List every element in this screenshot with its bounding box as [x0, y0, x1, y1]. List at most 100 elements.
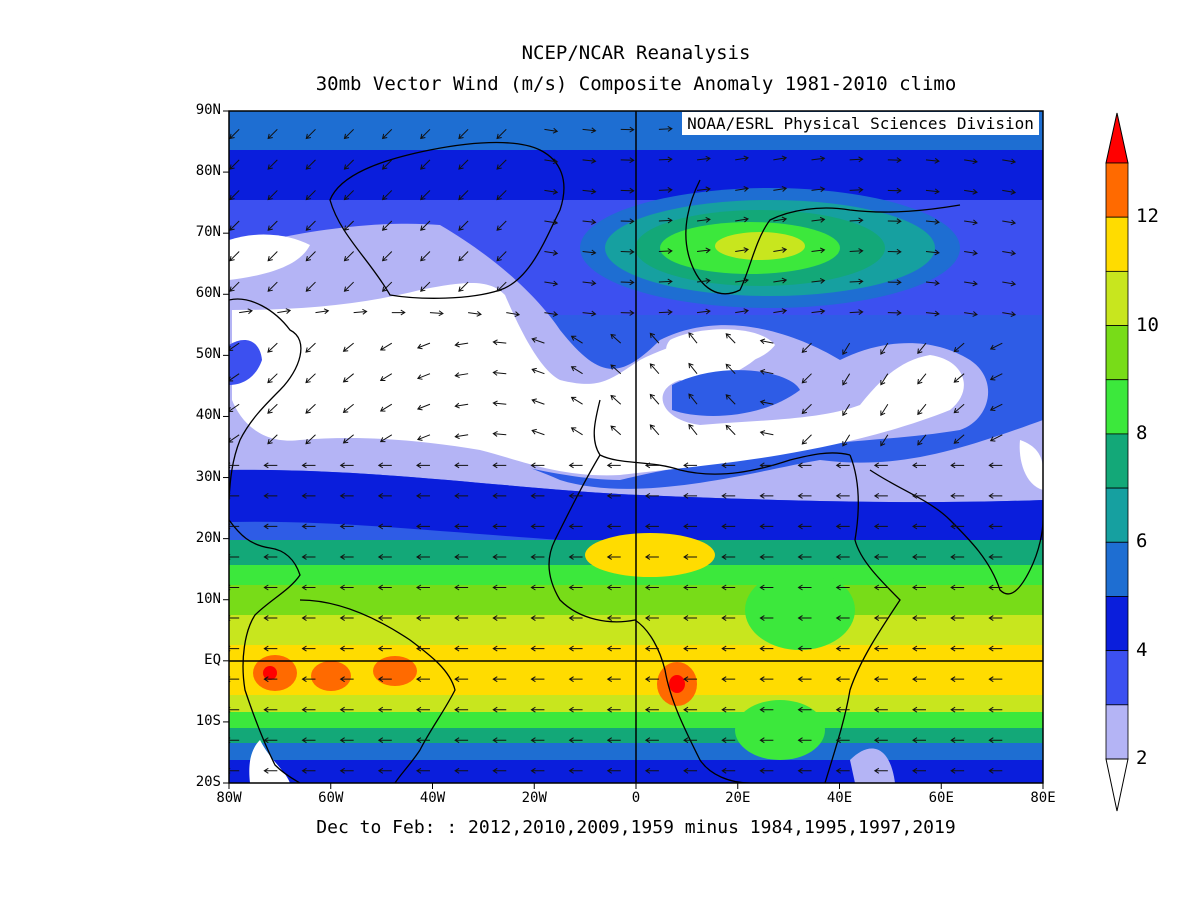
wind-arrow [880, 403, 889, 417]
wind-arrow [835, 706, 850, 713]
wind-arrow [496, 251, 507, 262]
wind-arrow [797, 584, 812, 591]
wind-arrow [644, 492, 659, 499]
colorbar-label: 8 [1136, 421, 1148, 444]
wind-arrow [416, 492, 430, 499]
wind-arrow [1002, 250, 1017, 256]
chart-title: NCEP/NCAR Reanalysis [521, 42, 751, 64]
colorbar-swatch [1105, 433, 1129, 489]
wind-arrow [305, 251, 316, 262]
wind-arrow [342, 373, 354, 383]
wind-arrow [305, 281, 316, 292]
wind-arrow [377, 676, 392, 683]
wind-arrow [416, 342, 431, 350]
wind-arrow [811, 216, 826, 223]
wind-arrow [454, 584, 469, 591]
wind-arrow [342, 403, 354, 413]
wind-arrow [696, 247, 711, 254]
wind-arrow [381, 220, 393, 231]
map-field [229, 111, 1043, 783]
coast-africa-east [824, 454, 901, 783]
wind-arrow [873, 737, 888, 744]
wind-arrow [759, 492, 774, 499]
wind-arrow [683, 767, 698, 774]
wind-arrow [849, 217, 864, 224]
colorbar-swatch [1105, 270, 1129, 326]
wind-arrow [416, 706, 430, 713]
wind-arrow [917, 403, 927, 416]
wind-arrow [454, 615, 469, 621]
wind-arrow [416, 373, 431, 380]
wind-arrow [458, 190, 469, 201]
wind-arrow [381, 190, 393, 201]
wind-arrow [301, 615, 316, 621]
wind-arrow [953, 403, 965, 414]
wind-arrow [835, 767, 850, 774]
wind-arrow [644, 615, 659, 621]
colorbar-label: 12 [1136, 205, 1159, 228]
lon-label: 40W [419, 790, 446, 806]
wind-arrow [454, 767, 469, 774]
wind-arrow [544, 250, 559, 256]
wind-arrow [343, 281, 354, 292]
wind-arrow [301, 584, 316, 591]
region-white-atlantic [232, 283, 964, 476]
wind-arrow [454, 372, 469, 379]
wind-arrow [454, 462, 469, 469]
wind-arrow [988, 737, 1003, 744]
wind-arrow [989, 342, 1003, 350]
wind-arrow [797, 737, 812, 744]
footnote: Dec to Feb: : 2012,2010,2009,1959 minus … [316, 817, 956, 838]
lat-label: 60N [195, 285, 221, 302]
wind-arrow [696, 278, 711, 284]
wind-arrow [492, 737, 507, 744]
wind-arrow [606, 676, 621, 683]
lon-label: 20W [521, 790, 547, 806]
wind-arrow [801, 373, 812, 384]
wind-arrow [429, 310, 444, 317]
wind-arrow [454, 737, 469, 744]
wind-arrow [620, 187, 635, 194]
wind-arrow [416, 584, 430, 591]
wind-arrow [379, 373, 393, 382]
wind-arrow [343, 220, 354, 231]
colorbar-swatch [1105, 541, 1129, 597]
wind-arrow [416, 737, 430, 744]
wind-arrow [735, 216, 749, 223]
wind-arrow [683, 676, 698, 683]
wind-arrow [229, 159, 240, 170]
wind-arrow [989, 403, 1003, 412]
wind-arrow [912, 492, 926, 499]
wind-arrow [912, 767, 926, 774]
wind-arrow [530, 767, 545, 774]
max-amazon-core [263, 666, 277, 680]
wind-arrow [801, 342, 812, 353]
wind-arrow [339, 645, 354, 652]
wind-arrow [343, 128, 354, 140]
wind-arrow [530, 584, 545, 591]
wind-arrow [873, 706, 888, 713]
colorbar-bottom-arrow [1105, 758, 1129, 812]
wind-arrow [811, 155, 826, 162]
wind-arrow [229, 584, 240, 591]
wind-arrow [773, 216, 788, 223]
wind-arrow [353, 308, 368, 315]
wind-arrow [964, 158, 978, 165]
region-white-canada [229, 234, 310, 280]
wind-arrow [835, 523, 850, 530]
wind-arrow [305, 190, 316, 201]
colorbar-top-arrow [1105, 112, 1129, 164]
wind-arrow [492, 492, 507, 499]
wind-arrow [759, 737, 774, 744]
wind-arrow [649, 363, 660, 375]
wind-arrow [339, 615, 354, 621]
wind-arrow [568, 492, 583, 499]
wind-arrow [644, 554, 659, 560]
wind-arrow [416, 615, 430, 621]
wind-arrow [496, 220, 507, 231]
wind-arrow [496, 159, 507, 170]
wind-arrow [229, 220, 240, 231]
wind-arrow [988, 523, 1003, 530]
wind-arrow [721, 645, 736, 652]
wind-arrow [454, 523, 469, 530]
